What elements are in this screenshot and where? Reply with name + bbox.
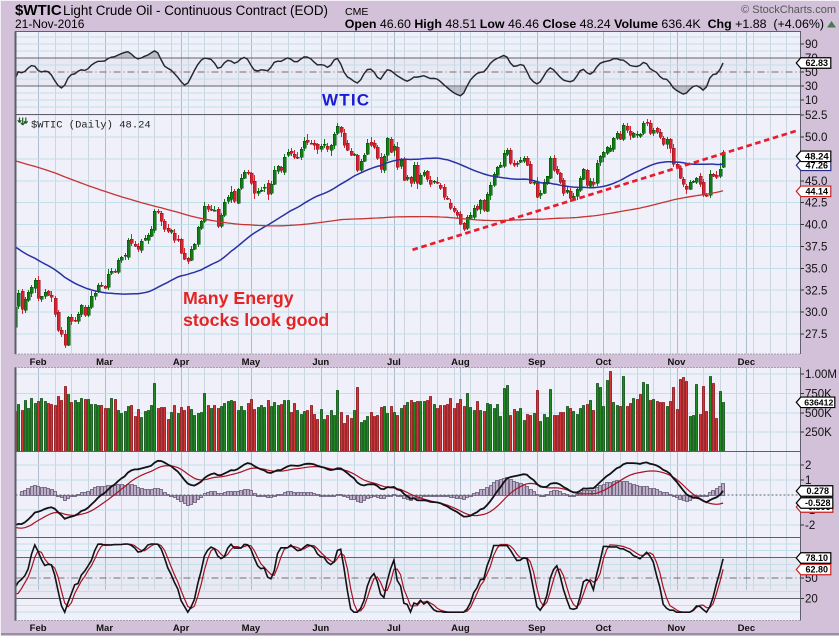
svg-text:1.00M: 1.00M xyxy=(805,369,837,381)
svg-text:$WTIC: $WTIC xyxy=(15,2,62,19)
svg-text:50: 50 xyxy=(805,67,818,79)
svg-text:Jul: Jul xyxy=(387,623,401,634)
svg-text:CME: CME xyxy=(345,6,368,18)
svg-text:62.83: 62.83 xyxy=(806,58,829,68)
svg-text:250K: 250K xyxy=(805,427,832,439)
svg-text:44.14: 44.14 xyxy=(806,187,829,197)
svg-text:20: 20 xyxy=(805,594,818,606)
svg-text:$WTIC (Daily) 48.24: $WTIC (Daily) 48.24 xyxy=(31,120,151,132)
svg-text:Many Energy: Many Energy xyxy=(183,288,294,308)
svg-text:Oct: Oct xyxy=(595,357,612,368)
svg-text:40.0: 40.0 xyxy=(805,220,827,232)
svg-text:WTIC: WTIC xyxy=(322,91,370,110)
svg-text:Apr: Apr xyxy=(173,357,190,368)
svg-text:1: 1 xyxy=(805,475,811,487)
svg-text:10: 10 xyxy=(805,95,818,107)
svg-text:32.5: 32.5 xyxy=(805,285,827,297)
svg-text:Jul: Jul xyxy=(387,357,401,368)
svg-text:27.5: 27.5 xyxy=(805,329,827,341)
svg-text:52.5: 52.5 xyxy=(805,110,827,122)
svg-text:Open 46.60 High 48.51 Low 46.4: Open 46.60 High 48.51 Low 46.46 Close 48… xyxy=(345,17,824,31)
svg-text:47.26: 47.26 xyxy=(806,161,829,171)
svg-text:45.0: 45.0 xyxy=(805,176,827,188)
svg-text:0.278: 0.278 xyxy=(807,486,830,496)
svg-text:Sep: Sep xyxy=(528,357,546,368)
svg-text:78.10: 78.10 xyxy=(806,553,829,563)
svg-text:62.80: 62.80 xyxy=(806,565,829,575)
svg-text:35.0: 35.0 xyxy=(805,263,827,275)
svg-text:Nov: Nov xyxy=(668,357,687,368)
svg-text:-2: -2 xyxy=(805,520,815,532)
svg-text:Sep: Sep xyxy=(528,623,546,634)
svg-text:30: 30 xyxy=(805,81,818,93)
svg-text:636412: 636412 xyxy=(804,397,833,407)
svg-text:30.0: 30.0 xyxy=(805,307,827,319)
svg-text:-0.528: -0.528 xyxy=(805,498,831,508)
svg-text:Nov: Nov xyxy=(668,623,687,634)
svg-text:© StockCharts.com: © StockCharts.com xyxy=(741,4,836,16)
svg-text:Aug: Aug xyxy=(451,357,470,368)
svg-text:21-Nov-2016: 21-Nov-2016 xyxy=(15,17,85,31)
svg-text:42.5: 42.5 xyxy=(805,198,827,210)
svg-text:Mar: Mar xyxy=(96,357,113,368)
svg-text:37.5: 37.5 xyxy=(805,242,827,254)
svg-text:May: May xyxy=(242,623,261,634)
svg-text:Mar: Mar xyxy=(96,623,113,634)
svg-text:Apr: Apr xyxy=(173,623,190,634)
svg-text:Dec: Dec xyxy=(738,623,755,634)
svg-text:48.24: 48.24 xyxy=(805,152,829,163)
svg-text:Oct: Oct xyxy=(595,623,612,634)
svg-text:50.0: 50.0 xyxy=(805,132,827,144)
svg-text:90: 90 xyxy=(805,39,818,51)
svg-text:stocks look good: stocks look good xyxy=(183,310,329,330)
svg-text:Jun: Jun xyxy=(312,357,329,368)
svg-text:50: 50 xyxy=(805,573,818,585)
svg-text:Feb: Feb xyxy=(30,623,47,634)
svg-text:500K: 500K xyxy=(805,408,832,420)
svg-text:Aug: Aug xyxy=(451,623,470,634)
svg-text:Dec: Dec xyxy=(738,357,755,368)
svg-text:2: 2 xyxy=(805,460,811,472)
svg-text:Feb: Feb xyxy=(30,357,47,368)
svg-text:May: May xyxy=(242,357,261,368)
svg-text:Jun: Jun xyxy=(312,623,329,634)
svg-text:Light Crude Oil - Continuous C: Light Crude Oil - Continuous Contract (E… xyxy=(63,3,328,18)
